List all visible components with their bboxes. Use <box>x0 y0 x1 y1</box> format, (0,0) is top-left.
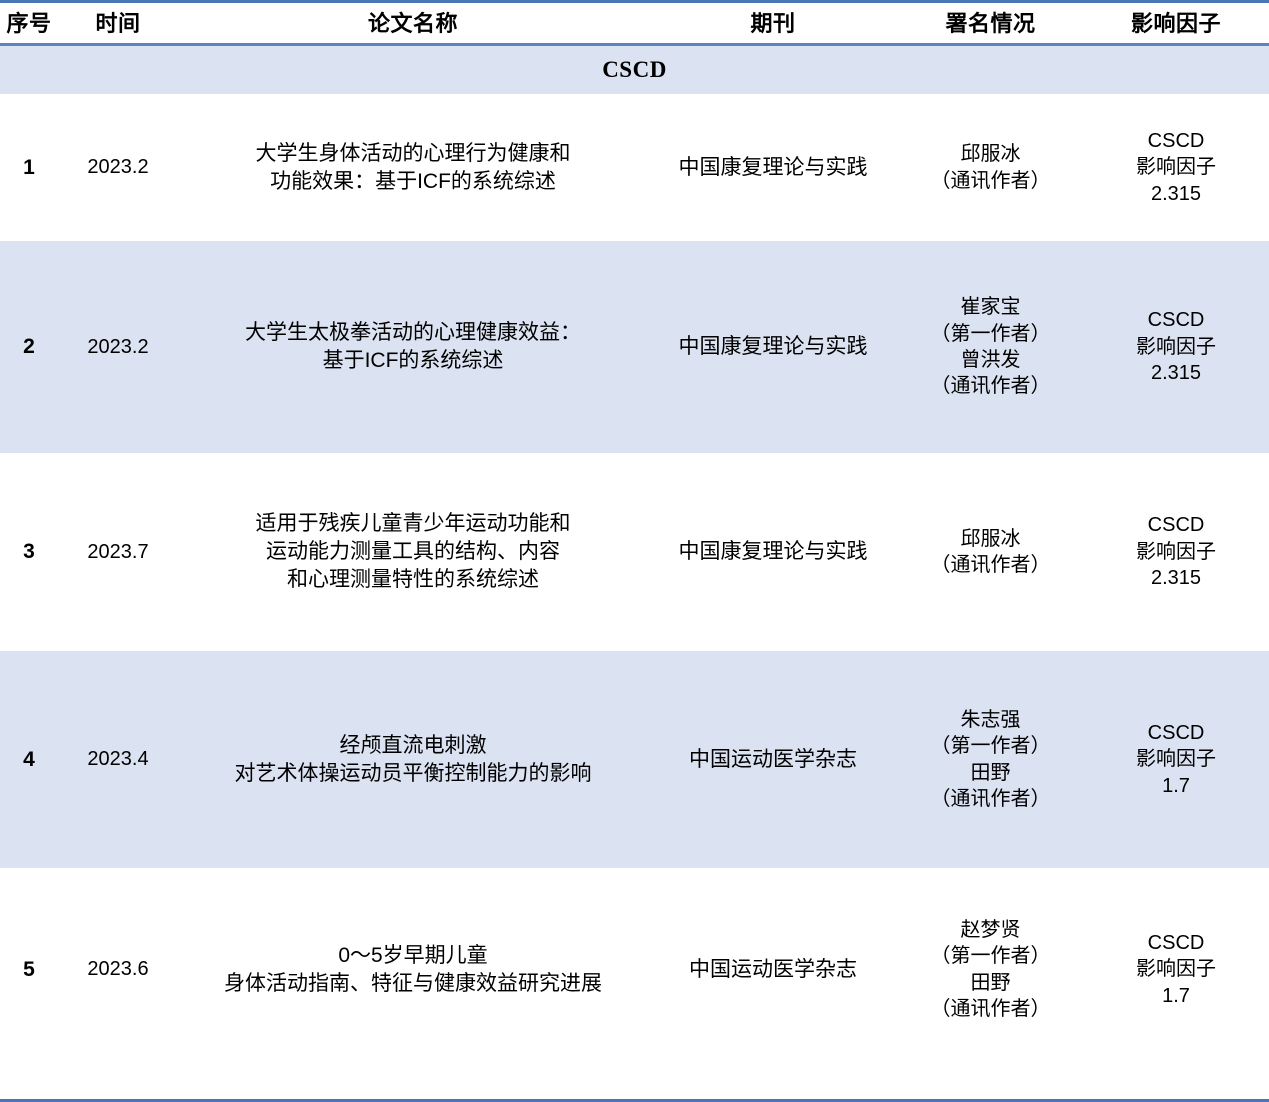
cell-journal: 中国康复理论与实践 <box>648 241 898 453</box>
cell-index: 4 <box>0 651 58 868</box>
table-header: 序号 时间 论文名称 期刊 署名情况 影响因子 <box>0 5 1269 43</box>
cell-factor: CSCD 影响因子 2.315 <box>1083 94 1269 241</box>
table-row[interactable]: 5 2023.6 0～5岁早期儿童 身体活动指南、特征与健康效益研究进展 中国运动医学… <box>0 868 1269 1071</box>
section-label: CSCD <box>0 46 1269 94</box>
cell-index: 1 <box>0 94 58 241</box>
column-header-index[interactable]: 序号 <box>6 10 52 36</box>
cell-index: 5 <box>0 868 58 1071</box>
cell-time-text: 2023.6 <box>87 958 149 981</box>
table-row[interactable]: 1 2023.2 大学生身体活动的心理行为健康和 功能效果：基于ICF的系统综述 中国… <box>0 94 1269 241</box>
table-top-spacer <box>0 3 1269 5</box>
cell-factor: CSCD 影响因子 1.7 <box>1083 651 1269 868</box>
cell-title-text: 大学生身体活动的心理行为健康和 功能效果：基于ICF的系统综述 <box>255 141 571 193</box>
cell-factor-text: CSCD 影响因子 2.315 <box>1136 129 1216 205</box>
cell-journal-text: 中国运动医学杂志 <box>689 747 857 771</box>
cell-time: 2023.2 <box>58 94 178 241</box>
column-header-time[interactable]: 时间 <box>95 10 141 36</box>
cell-index-text: 5 <box>23 957 35 981</box>
table-bottom-gap <box>0 1071 1269 1099</box>
cell-title: 大学生身体活动的心理行为健康和 功能效果：基于ICF的系统综述 <box>178 94 648 241</box>
cell-journal-text: 中国运动医学杂志 <box>689 957 857 981</box>
cell-index-text: 4 <box>23 747 35 771</box>
cell-index: 2 <box>0 241 58 453</box>
cell-time-text: 2023.2 <box>87 156 149 179</box>
cell-journal: 中国康复理论与实践 <box>648 94 898 241</box>
cell-journal: 中国运动医学杂志 <box>648 651 898 868</box>
table-row[interactable]: 3 2023.7 适用于残疾儿童青少年运动功能和 运动能力测量工具的结构、内容 和心… <box>0 453 1269 651</box>
cell-factor-text: CSCD 影响因子 2.315 <box>1136 514 1216 590</box>
cell-time-text: 2023.2 <box>87 335 149 358</box>
cell-title: 0～5岁早期儿童 身体活动指南、特征与健康效益研究进展 <box>178 868 648 1071</box>
cell-journal-text: 中国康复理论与实践 <box>678 540 868 564</box>
cell-time: 2023.4 <box>58 651 178 868</box>
cell-index-text: 1 <box>23 155 35 179</box>
cell-author: 朱志强 （第一作者） 田野 （通讯作者） <box>898 651 1083 868</box>
column-header-factor[interactable]: 影响因子 <box>1130 10 1221 36</box>
cell-title-text: 经颅直流电刺激 对艺术体操运动员平衡控制能力的影响 <box>234 733 592 785</box>
cell-index: 3 <box>0 453 58 651</box>
column-header-journal[interactable]: 期刊 <box>750 10 796 36</box>
cell-time-text: 2023.4 <box>87 748 149 771</box>
cell-author: 赵梦贤 （第一作者） 田野 （通讯作者） <box>898 868 1083 1071</box>
cell-author-text: 朱志强 （第一作者） 田野 （通讯作者） <box>930 708 1051 810</box>
cell-time: 2023.2 <box>58 241 178 453</box>
cell-time: 2023.6 <box>58 868 178 1071</box>
cell-author-text: 赵梦贤 （第一作者） 田野 （通讯作者） <box>930 918 1051 1020</box>
cell-author: 崔家宝 （第一作者） 曾洪发 （通讯作者） <box>898 241 1083 453</box>
cell-time: 2023.7 <box>58 453 178 651</box>
cell-journal-text: 中国康复理论与实践 <box>678 335 868 359</box>
section-header-row: CSCD <box>0 46 1269 94</box>
cell-title-text: 0～5岁早期儿童 身体活动指南、特征与健康效益研究进展 <box>224 943 602 995</box>
cell-factor: CSCD 影响因子 1.7 <box>1083 868 1269 1071</box>
cell-journal: 中国康复理论与实践 <box>648 453 898 651</box>
header-separator-rule-cell <box>0 43 1269 46</box>
publications-table: 序号 时间 论文名称 期刊 署名情况 影响因子 CSCD 1 2023.2 大学生身体活动的心理… <box>0 5 1269 1071</box>
cell-factor-text: CSCD 影响因子 2.315 <box>1136 309 1216 385</box>
cell-title: 大学生太极拳活动的心理健康效益： 基于ICF的系统综述 <box>178 241 648 453</box>
table-row[interactable]: 2 2023.2 大学生太极拳活动的心理健康效益： 基于ICF的系统综述 中国康复理论… <box>0 241 1269 453</box>
cell-factor: CSCD 影响因子 2.315 <box>1083 241 1269 453</box>
cell-journal-text: 中国康复理论与实践 <box>678 155 868 179</box>
cell-author: 邱服冰 （通讯作者） <box>898 94 1083 241</box>
table-body: CSCD 1 2023.2 大学生身体活动的心理行为健康和 功能效果：基于ICF的系统… <box>0 43 1269 1071</box>
cell-journal: 中国运动医学杂志 <box>648 868 898 1071</box>
cell-factor-text: CSCD 影响因子 1.7 <box>1136 721 1216 797</box>
cell-title: 经颅直流电刺激 对艺术体操运动员平衡控制能力的影响 <box>178 651 648 868</box>
cell-time-text: 2023.7 <box>87 540 149 563</box>
cell-author: 邱服冰 （通讯作者） <box>898 453 1083 651</box>
table-header-row: 序号 时间 论文名称 期刊 署名情况 影响因子 <box>0 5 1269 43</box>
cell-title: 适用于残疾儿童青少年运动功能和 运动能力测量工具的结构、内容 和心理测量特性的系… <box>178 453 648 651</box>
cell-factor: CSCD 影响因子 2.315 <box>1083 453 1269 651</box>
header-separator-rule <box>0 43 1269 46</box>
column-header-author[interactable]: 署名情况 <box>945 10 1036 36</box>
table-row[interactable]: 4 2023.4 经颅直流电刺激 对艺术体操运动员平衡控制能力的影响 中国运动医学杂志… <box>0 651 1269 868</box>
cell-factor-text: CSCD 影响因子 1.7 <box>1136 931 1216 1007</box>
cell-author-text: 邱服冰 （通讯作者） <box>930 527 1051 576</box>
column-header-title[interactable]: 论文名称 <box>367 10 458 36</box>
cell-index-text: 3 <box>23 540 35 564</box>
cell-title-text: 大学生太极拳活动的心理健康效益： 基于ICF的系统综述 <box>245 321 581 372</box>
table-top-rule <box>0 0 1269 3</box>
cell-author-text: 崔家宝 （第一作者） 曾洪发 （通讯作者） <box>930 296 1051 398</box>
cell-title-text: 适用于残疾儿童青少年运动功能和 运动能力测量工具的结构、内容 和心理测量特性的系… <box>255 512 571 591</box>
cell-author-text: 邱服冰 （通讯作者） <box>930 143 1051 192</box>
cell-index-text: 2 <box>23 335 35 359</box>
